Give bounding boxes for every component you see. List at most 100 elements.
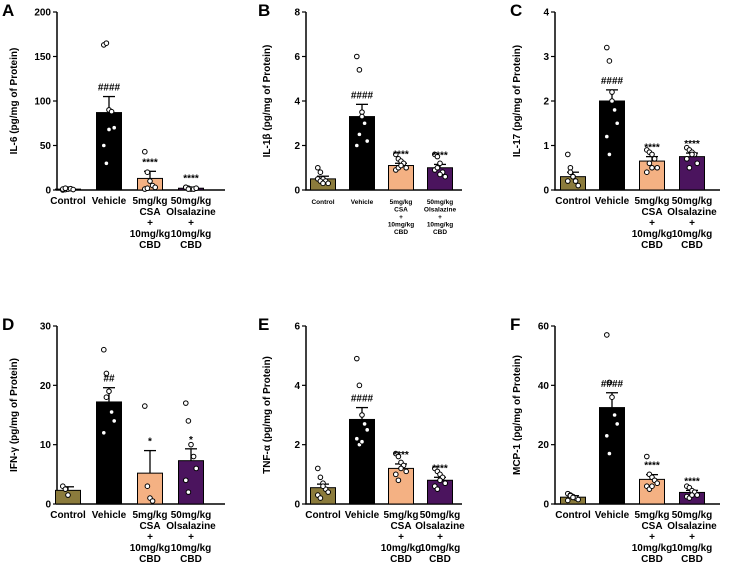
data-point <box>142 403 148 409</box>
y-tick-label: 2 <box>294 141 300 152</box>
x-category-label: CBD <box>681 554 703 565</box>
data-point <box>144 483 151 490</box>
data-point <box>606 151 613 158</box>
x-category-label: Olsalazine <box>424 207 457 214</box>
data-point <box>609 98 615 104</box>
bar <box>679 156 705 191</box>
data-point <box>185 489 192 495</box>
data-point <box>434 153 441 160</box>
data-point <box>644 169 650 175</box>
significance-marker: #### <box>351 394 374 405</box>
x-category-label: + <box>689 218 695 229</box>
data-point <box>611 107 618 113</box>
data-point <box>142 148 148 155</box>
data-point <box>364 138 371 144</box>
x-category-label: 10mg/kg <box>388 222 414 229</box>
bar <box>388 467 414 505</box>
x-category-label: Vehicle <box>345 510 380 521</box>
x-category-label: Olsalazine <box>166 207 216 218</box>
x-category-label: CSA <box>394 207 408 214</box>
x-category-label: Olsalazine <box>166 521 216 532</box>
x-category-label: CBD <box>681 240 703 251</box>
data-point <box>101 346 107 353</box>
data-point <box>570 494 576 501</box>
data-point <box>393 151 399 158</box>
x-category-label: Vehicle <box>595 510 630 521</box>
data-point <box>147 178 153 184</box>
data-point <box>317 495 324 501</box>
data-point <box>434 164 441 171</box>
data-point <box>689 492 695 498</box>
data-point <box>604 432 610 439</box>
data-point <box>356 382 363 389</box>
x-category-label: + <box>438 214 442 221</box>
data-point <box>395 477 402 484</box>
y-tick-label: 0 <box>543 186 549 197</box>
x-category-label: CBD <box>641 554 663 565</box>
data-point <box>649 151 655 158</box>
x-category-label: 10mg/kg <box>130 229 171 240</box>
x-category-label: 5mg/kg <box>383 510 418 521</box>
x-category-label: 50mg/kg <box>427 199 453 206</box>
data-point <box>442 173 449 180</box>
x-category-label: Control <box>305 510 341 521</box>
y-tick-label: 6 <box>294 52 300 63</box>
data-point <box>604 44 610 51</box>
x-category-label: CBD <box>180 554 202 565</box>
x-category-label: CBD <box>180 240 202 251</box>
x-category-label: Vehicle <box>92 196 127 207</box>
x-category-label: CSA <box>390 521 411 532</box>
x-category-label: 5mg/kg <box>132 510 167 521</box>
data-point <box>398 162 404 169</box>
significance-marker: **** <box>432 150 448 161</box>
x-category-label: 10mg/kg <box>632 543 673 554</box>
x-category-label: + <box>437 532 443 543</box>
data-point <box>606 450 613 457</box>
y-tick-label: 2 <box>294 440 300 451</box>
x-category-label: 50mg/kg <box>672 196 713 207</box>
y-tick-label: 40 <box>538 381 550 392</box>
x-category-label: 5mg/kg <box>132 196 167 207</box>
data-point <box>437 160 443 167</box>
data-point <box>62 185 69 192</box>
data-point <box>442 480 449 487</box>
x-category-label: CBD <box>394 229 408 236</box>
data-point <box>144 169 151 175</box>
y-tick-label: 4 <box>294 97 300 108</box>
bar <box>427 167 453 191</box>
panel-letter: D <box>2 315 14 334</box>
bar <box>349 116 375 191</box>
y-tick-label: 0 <box>45 500 51 511</box>
data-point <box>106 126 112 133</box>
data-point <box>70 186 76 193</box>
x-category-label: CSA <box>139 521 160 532</box>
data-point <box>606 379 613 386</box>
data-point <box>565 178 571 184</box>
x-category-label: + <box>649 532 655 543</box>
data-point <box>651 156 658 162</box>
y-tick-label: 50 <box>40 141 52 152</box>
y-tick-label: 100 <box>34 97 51 108</box>
data-point <box>354 142 360 149</box>
panel-letter: E <box>258 315 269 334</box>
data-point <box>359 438 365 445</box>
data-point <box>356 131 363 138</box>
y-tick-label: 60 <box>538 322 550 333</box>
data-point <box>604 133 610 140</box>
data-point <box>149 498 156 504</box>
x-category-label: 5mg/kg <box>634 510 669 521</box>
significance-marker: #### <box>601 76 624 87</box>
data-point <box>315 465 321 472</box>
significance-marker: **** <box>644 461 660 472</box>
significance-marker: **** <box>684 476 700 487</box>
data-point <box>183 477 189 484</box>
data-point <box>108 108 115 115</box>
bar <box>639 160 665 191</box>
panel-b: B IL-1β (pg/mg of Protein) 0 2 4 6 8 Control ###… <box>258 1 462 236</box>
significance-marker: **** <box>684 139 700 150</box>
data-point <box>393 471 399 478</box>
x-category-label: + <box>188 532 194 543</box>
data-point <box>644 453 650 460</box>
data-point <box>604 332 610 338</box>
x-category-label: CSA <box>641 521 662 532</box>
